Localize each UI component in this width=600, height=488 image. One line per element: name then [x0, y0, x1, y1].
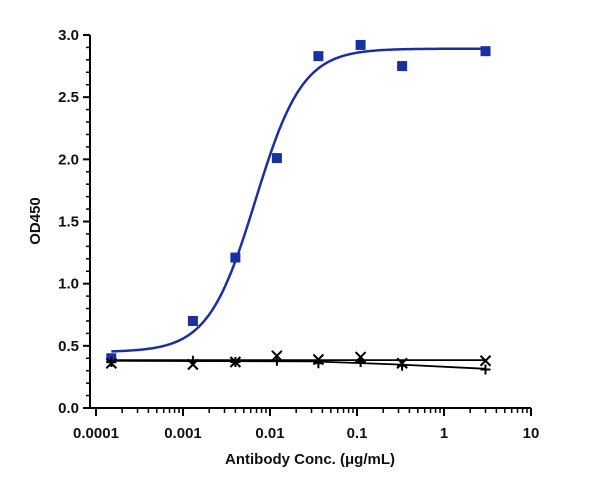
fit-curve-series-1	[111, 47, 486, 353]
data-point-square	[355, 39, 366, 50]
data-point-square	[480, 46, 491, 57]
data-point-square	[187, 315, 198, 326]
y-tick-label: 1.5	[58, 214, 79, 231]
data-point-plus	[271, 355, 282, 366]
y-tick-label: 3.0	[58, 27, 79, 44]
data-point-square	[271, 153, 282, 164]
axes	[89, 35, 531, 409]
x-tick-label: 0.01	[255, 425, 284, 442]
tick-marks	[83, 34, 532, 416]
data-point-square	[230, 252, 241, 263]
x-tick-label: 1	[440, 425, 448, 442]
y-tick-label: 0.0	[58, 400, 79, 417]
x-tick-label: 0.0001	[73, 425, 119, 442]
data-point-plus	[480, 364, 491, 375]
data-point-plus	[230, 356, 241, 367]
data-point-plus	[313, 358, 324, 369]
data-point-plus	[106, 356, 117, 367]
data-point-plus	[397, 360, 408, 371]
y-tick-label: 0.5	[58, 338, 79, 355]
x-tick-label: 0.001	[164, 425, 202, 442]
data-point-square	[313, 51, 324, 62]
x-tick-label: 0.1	[347, 425, 368, 442]
data-point-plus	[187, 355, 198, 366]
data-point-square	[397, 61, 408, 72]
data-points	[105, 39, 492, 375]
y-tick-label: 2.0	[58, 151, 79, 168]
data-point-cross	[479, 355, 492, 367]
y-tick-label: 2.5	[58, 89, 79, 106]
tick-labels: 0.0 0.5 1.0 1.5 2.0 2.5 3.0 0.0001 0.001 0.01 0.1 1…	[58, 27, 539, 442]
y-axis-title: OD450	[27, 197, 44, 245]
fit-curves	[111, 47, 486, 370]
x-axis-title: Antibody Conc. (μg/mL)	[225, 451, 395, 468]
data-point-plus	[355, 356, 366, 367]
y-tick-label: 1.0	[58, 276, 79, 293]
x-tick-label: 10	[523, 425, 540, 442]
fit-line-series-3	[111, 359, 486, 370]
